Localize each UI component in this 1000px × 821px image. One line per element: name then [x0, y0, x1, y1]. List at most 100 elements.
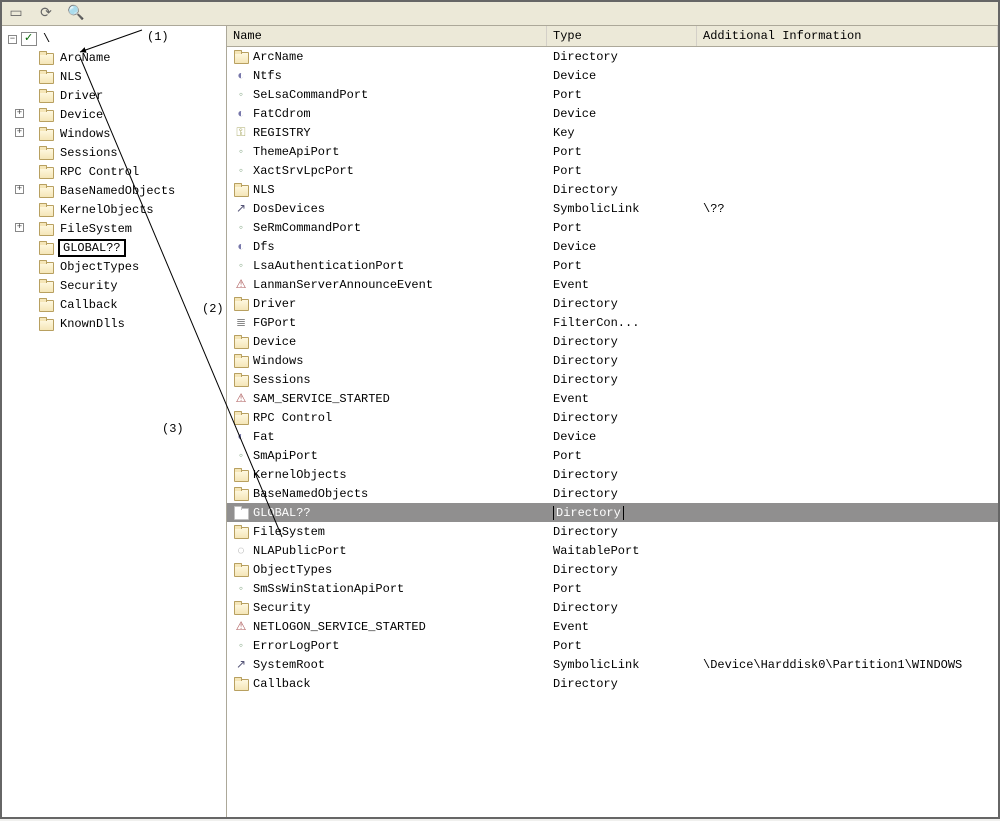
list-row[interactable]: ◦SmApiPortPort	[227, 446, 998, 465]
list-row[interactable]: ≣FGPortFilterCon...	[227, 313, 998, 332]
cell-type-text: Port	[553, 221, 582, 235]
expand-icon[interactable]: +	[14, 185, 25, 194]
list-row[interactable]: WindowsDirectory	[227, 351, 998, 370]
tree-item[interactable]: ArcName	[38, 48, 224, 67]
list-row[interactable]: ArcNameDirectory	[227, 47, 998, 66]
cell-type-text: Directory	[553, 506, 624, 520]
cell-name-text: GLOBAL??	[253, 506, 311, 520]
cell-type: Event	[547, 620, 697, 634]
list-row[interactable]: CallbackDirectory	[227, 674, 998, 693]
list-row[interactable]: NLSDirectory	[227, 180, 998, 199]
cell-type-text: SymbolicLink	[553, 658, 639, 672]
new-doc-icon[interactable]: ▭	[8, 6, 24, 22]
tree-item[interactable]: KernelObjects	[38, 200, 224, 219]
tree-item[interactable]: KnownDlls	[38, 314, 224, 333]
folder-icon	[233, 525, 249, 539]
tree-root[interactable]: − \	[4, 30, 224, 48]
cell-type: Directory	[547, 335, 697, 349]
expand-icon[interactable]: +	[14, 128, 25, 137]
list-row[interactable]: ◦SeLsaCommandPortPort	[227, 85, 998, 104]
cell-type: SymbolicLink	[547, 658, 697, 672]
folder-icon	[233, 183, 249, 197]
list-row[interactable]: DeviceDirectory	[227, 332, 998, 351]
list-row[interactable]: Sessions Directory	[227, 370, 998, 389]
list-row[interactable]: ⚠SAM_SERVICE_STARTEDEvent	[227, 389, 998, 408]
tree-item[interactable]: Callback	[38, 295, 224, 314]
cell-type-text: Port	[553, 88, 582, 102]
collapse-icon[interactable]: −	[8, 35, 17, 44]
list-row[interactable]: ◐FatCdromDevice	[227, 104, 998, 123]
folder-icon	[38, 108, 54, 122]
cell-type-text: Directory	[553, 677, 618, 691]
list-row[interactable]: ObjectTypesDirectory	[227, 560, 998, 579]
col-header-name[interactable]: Name	[227, 26, 547, 46]
filter-icon: ≣	[233, 316, 249, 330]
folder-icon	[233, 297, 249, 311]
list-row[interactable]: ◦ThemeApiPortPort	[227, 142, 998, 161]
list-row[interactable]: GLOBAL?? Directory	[227, 503, 998, 522]
list-row[interactable]: ◦SeRmCommandPortPort	[227, 218, 998, 237]
link-icon: ↗	[233, 202, 249, 216]
col-header-type[interactable]: Type	[547, 26, 697, 46]
expand-icon[interactable]: +	[14, 109, 25, 118]
cell-type: Port	[547, 221, 697, 235]
port-icon: ◦	[233, 88, 249, 102]
cell-name: ObjectTypes	[227, 563, 547, 577]
list-row[interactable]: ◌NLAPublicPortWaitablePort	[227, 541, 998, 560]
cell-name-text: LanmanServerAnnounceEvent	[253, 278, 433, 292]
cell-type: SymbolicLink	[547, 202, 697, 216]
list-row[interactable]: BaseNamedObjectsDirectory	[227, 484, 998, 503]
find-icon[interactable]: 🔍	[68, 6, 84, 22]
list-row[interactable]: ⚠LanmanServerAnnounceEventEvent	[227, 275, 998, 294]
list-row[interactable]: DriverDirectory	[227, 294, 998, 313]
tree-item[interactable]: Sessions	[38, 143, 224, 162]
tree-item[interactable]: Security	[38, 276, 224, 295]
tree-item-label: Security	[58, 279, 120, 293]
cell-type: Port	[547, 259, 697, 273]
tree-item[interactable]: ObjectTypes	[38, 257, 224, 276]
tree-item-label: NLS	[58, 70, 84, 84]
list-row[interactable]: ↗SystemRootSymbolicLink\Device\Harddisk0…	[227, 655, 998, 674]
list-row[interactable]: ⚿REGISTRYKey	[227, 123, 998, 142]
cell-type-text: Directory	[553, 373, 618, 387]
list-row[interactable]: ↗DosDevicesSymbolicLink\??	[227, 199, 998, 218]
folder-icon	[38, 279, 54, 293]
tree-item[interactable]: RPC Control	[38, 162, 224, 181]
list-row[interactable]: ◐NtfsDevice	[227, 66, 998, 85]
col-header-info[interactable]: Additional Information	[697, 26, 998, 46]
tree-item[interactable]: +FileSystem	[38, 219, 224, 238]
list-row[interactable]: SecurityDirectory	[227, 598, 998, 617]
expand-icon[interactable]: +	[14, 223, 25, 232]
list-row[interactable]: ⚠NETLOGON_SERVICE_STARTEDEvent	[227, 617, 998, 636]
list-row[interactable]: ◦SmSsWinStationApiPortPort	[227, 579, 998, 598]
cell-type-text: Port	[553, 164, 582, 178]
list-row[interactable]: ◦XactSrvLpcPortPort	[227, 161, 998, 180]
cell-name-text: FGPort	[253, 316, 296, 330]
list-row[interactable]: KernelObjectsDirectory	[227, 465, 998, 484]
cell-type-text: Key	[553, 126, 575, 140]
folder-icon	[38, 70, 54, 84]
cell-type-text: Port	[553, 639, 582, 653]
folder-icon	[233, 677, 249, 691]
tree-item[interactable]: +Windows	[38, 124, 224, 143]
cell-type: Directory	[547, 487, 697, 501]
list-row[interactable]: ◦LsaAuthenticationPortPort	[227, 256, 998, 275]
list-row[interactable]: FileSystemDirectory	[227, 522, 998, 541]
cell-name: ◦SmSsWinStationApiPort	[227, 582, 547, 596]
tree-item[interactable]: +BaseNamedObjects	[38, 181, 224, 200]
tree-item-label: Sessions	[58, 146, 120, 160]
tree-item[interactable]: Driver	[38, 86, 224, 105]
tree-item[interactable]: GLOBAL??	[38, 238, 224, 257]
refresh-icon[interactable]: ⟳	[38, 6, 54, 22]
cell-name-text: NETLOGON_SERVICE_STARTED	[253, 620, 426, 634]
tree-item[interactable]: +Device	[38, 105, 224, 124]
cell-name-text: Sessions	[253, 373, 311, 387]
list-row[interactable]: ◐FatDevice	[227, 427, 998, 446]
list-row[interactable]: ◦ErrorLogPortPort	[227, 636, 998, 655]
cell-name: ◐FatCdrom	[227, 107, 547, 121]
list-row[interactable]: ◐DfsDevice	[227, 237, 998, 256]
port-icon: ◦	[233, 145, 249, 159]
folder-icon	[233, 411, 249, 425]
tree-item[interactable]: NLS	[38, 67, 224, 86]
list-row[interactable]: RPC ControlDirectory	[227, 408, 998, 427]
